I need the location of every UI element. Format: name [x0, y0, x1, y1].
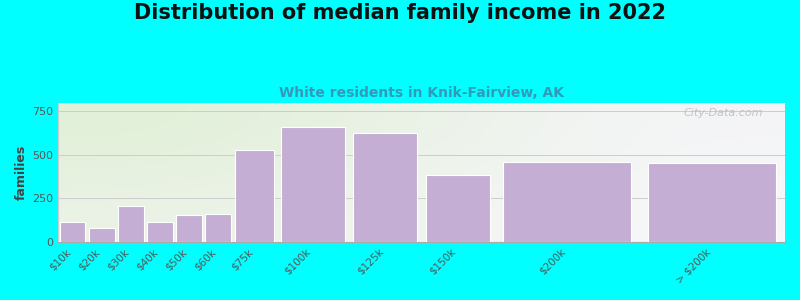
Bar — [281, 127, 345, 242]
Bar — [147, 222, 173, 242]
Bar — [89, 228, 114, 242]
Bar — [206, 214, 231, 242]
Y-axis label: families: families — [15, 145, 28, 200]
Bar — [648, 164, 776, 242]
Bar — [118, 206, 144, 242]
Bar — [235, 149, 274, 242]
Bar — [176, 215, 202, 242]
Bar — [60, 222, 86, 242]
Bar — [503, 162, 631, 242]
Bar — [354, 133, 418, 242]
Text: City-Data.com: City-Data.com — [684, 108, 763, 118]
Text: Distribution of median family income in 2022: Distribution of median family income in … — [134, 3, 666, 23]
Bar — [426, 175, 490, 242]
Title: White residents in Knik-Fairview, AK: White residents in Knik-Fairview, AK — [279, 86, 564, 100]
